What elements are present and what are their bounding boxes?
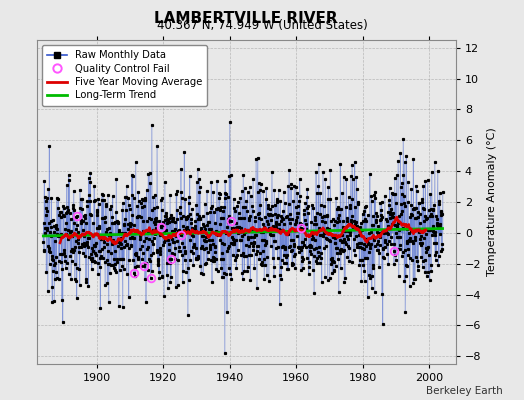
Legend: Raw Monthly Data, Quality Control Fail, Five Year Moving Average, Long-Term Tren: Raw Monthly Data, Quality Control Fail, … (42, 45, 207, 106)
Title: LAMBERTVILLE RIVER: LAMBERTVILLE RIVER (155, 11, 338, 26)
Text: 40.367 N, 74.949 W (United States): 40.367 N, 74.949 W (United States) (157, 20, 367, 32)
Text: Berkeley Earth: Berkeley Earth (427, 386, 503, 396)
Y-axis label: Temperature Anomaly (°C): Temperature Anomaly (°C) (487, 128, 497, 276)
